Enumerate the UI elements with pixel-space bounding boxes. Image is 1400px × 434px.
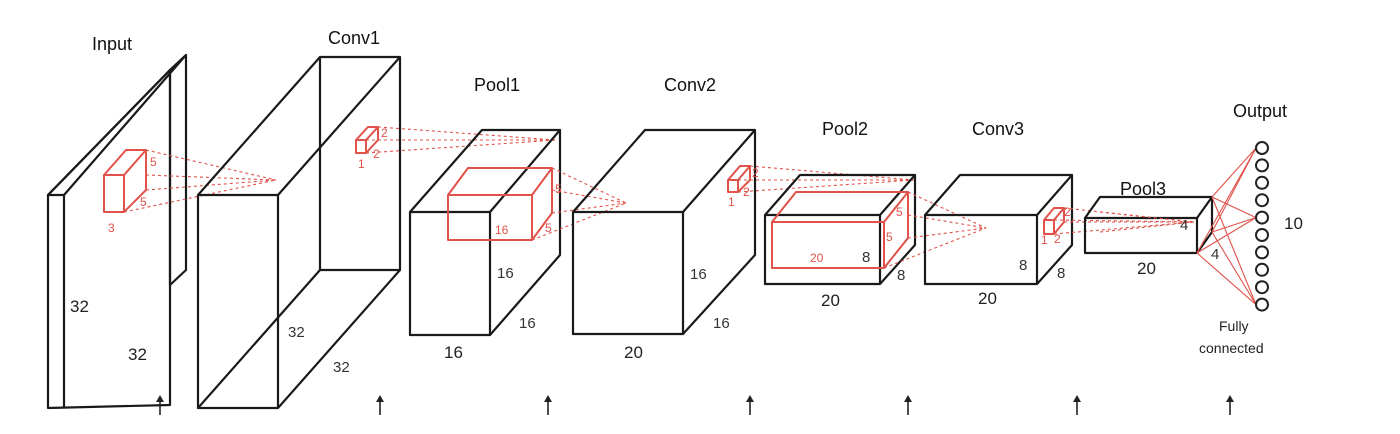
layer-arrows [156,395,1234,415]
conv1-filter-label-c: 1 [358,157,365,171]
pool2-filter-label-b: 8 [862,249,870,266]
input-filter-label-a: 5 [150,155,157,169]
pool1-filter-label-b: 5 [555,182,562,196]
pool2-filter-label-c: 5 [896,205,903,219]
pool3-height-label: 4 [1180,217,1188,234]
conv3-width-label: 8 [1057,265,1065,282]
conv1-layer: Conv1 32 32 [198,28,400,408]
conv3-title: Conv3 [972,119,1024,139]
pool3-title: Pool3 [1120,179,1166,199]
up-arrow-icon [1073,395,1081,415]
conv2-title: Conv2 [664,75,716,95]
conv1-height-label: 32 [288,324,305,341]
conv1-filter-label-a: 2 [381,126,388,140]
input-height-label: 32 [70,297,89,316]
fully-connected-label-line1: Fully [1219,318,1249,334]
input-filter: 5 5 3 [104,150,276,235]
pool2-depth-label: 20 [821,291,840,310]
fc-connection [1197,148,1256,253]
pool2-title: Pool2 [822,119,868,139]
pool2-filter-label-e: 5 [886,230,893,244]
conv1-outline [198,57,400,408]
conv1-filter: 2 2 1 [356,126,556,171]
pool1-title: Pool1 [474,75,520,95]
input-filter-label-c: 3 [108,221,115,235]
input-title: Input [92,34,132,54]
output-node [1256,264,1268,276]
pool3-width-label: 4 [1211,246,1219,263]
pool1-height-label: 16 [497,265,514,282]
output-node [1256,246,1268,258]
conv3-height-label: 8 [1019,257,1027,274]
fully-connected-label-line2: connected [1199,340,1264,356]
up-arrow-icon [544,395,552,415]
fc-connection [1212,232,1256,305]
pool1-depth-label: 16 [444,343,463,362]
conv1-title: Conv1 [328,28,380,48]
pool3-outline [1085,197,1212,253]
pool3-depth-label: 20 [1137,259,1156,278]
conv3-filter-label-a: 2 [1064,205,1071,219]
pool2-layer: Pool2 8 20 [765,119,915,310]
pool1-width-label: 16 [519,315,536,332]
output-node [1256,212,1268,224]
conv2-height-label: 16 [690,266,707,283]
fully-connected-lines [1197,148,1256,305]
conv3-filter: 2 2 1 [1041,205,1194,247]
conv2-filter-label-c: 1 [728,195,735,209]
output-node [1256,299,1268,311]
output-nodes [1256,142,1268,311]
conv3-filter-label-c: 1 [1041,233,1048,247]
input-slab-front [48,70,170,408]
input-filter-label-b: 5 [140,195,147,209]
fc-connection [1197,253,1256,305]
conv3-depth-label: 20 [978,289,997,308]
pool1-filter-label-a: 16 [495,223,509,237]
pool2-width-label: 8 [897,267,905,284]
input-layer: Input 32 32 [48,34,186,408]
up-arrow-icon [1226,395,1234,415]
conv2-filter-label-a: 2 [752,166,759,180]
conv2-width-label: 16 [713,315,730,332]
up-arrow-icon [376,395,384,415]
conv2-depth-label: 20 [624,343,643,362]
output-title: Output [1233,101,1287,121]
conv1-width-label: 32 [333,359,350,376]
output-node [1256,281,1268,293]
pool3-layer: Pool3 4 4 20 [1085,179,1219,278]
up-arrow-icon [904,395,912,415]
output-node [1256,177,1268,189]
output-node [1256,229,1268,241]
fc-connection [1197,218,1256,253]
output-node [1256,159,1268,171]
pool1-filter: 16 5 5 [448,168,626,240]
input-slab-side [170,55,186,285]
conv3-outline [925,175,1072,284]
output-count-label: 10 [1284,214,1303,233]
up-arrow-icon [746,395,754,415]
pool1-layer: Pool1 16 16 16 [410,75,560,362]
output-node [1256,142,1268,154]
input-width-label: 32 [128,345,147,364]
pool2-filter-label-a: 20 [810,251,824,265]
conv1-filter-label-b: 2 [373,147,380,161]
conv2-layer: Conv2 16 16 20 [573,75,755,362]
output-node [1256,194,1268,206]
